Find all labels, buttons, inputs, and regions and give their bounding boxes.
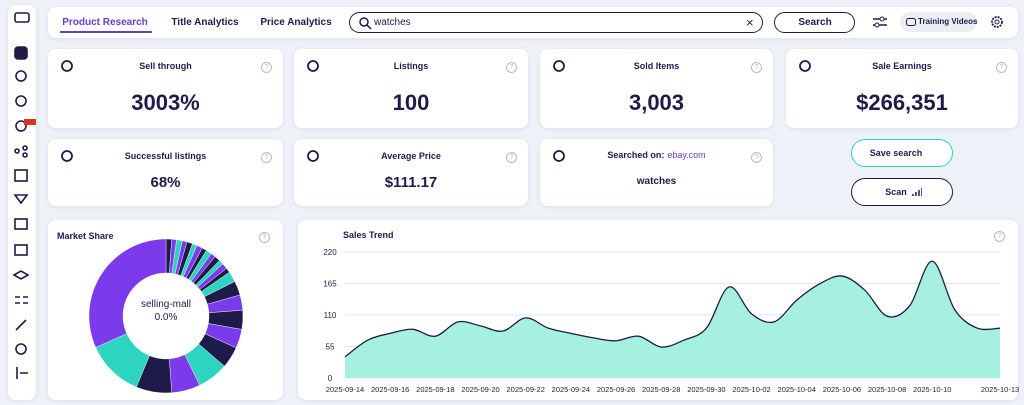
tab[interactable]: Title Analytics [171,17,239,28]
x-tick-label: 2025-09-18 [416,385,454,394]
save-search-button[interactable]: Save search [851,139,953,167]
center-value: 0.0% [155,312,178,323]
x-tick-label: 2025-10-06 [823,385,861,394]
x-tick-label: 2025-10-04 [778,385,816,394]
y-tick-label: 220 [323,248,337,257]
card-title: Sale Earnings [872,61,932,71]
tab-underline [60,31,152,33]
card-title-text: Searched on: [607,150,665,160]
y-tick-label: 110 [324,311,337,320]
x-tick-label: 2025-10-02 [732,385,770,394]
chart-title: Sales Trend [343,230,394,240]
tab[interactable]: Price Analytics [260,17,332,28]
card-value: watches [636,176,677,187]
save-search-label: Save search [869,148,923,158]
card-value: 3,003 [628,90,685,115]
stat-card: ? Listings 100 [294,49,528,128]
card-value: $266,351 [856,90,948,115]
y-tick-label: 55 [326,343,335,352]
y-tick-label: 0 [328,374,333,383]
card-title: Sell through [139,61,192,71]
stat-card: ? Average Price $111.17 [294,139,528,206]
card-icon [553,150,565,162]
sidebar-icons [12,12,38,379]
area-line [344,260,1001,358]
card-icon [799,60,811,72]
search-button-label: Search [798,17,832,28]
x-tick-label: 2025-09-24 [552,385,590,394]
help-icon[interactable]: ? [261,62,272,73]
help-icon[interactable]: ? [506,152,517,163]
video-icon [906,18,916,26]
x-tick-label: 2025-09-14 [326,385,364,394]
stat-card: ? Sell through 3003% [48,49,283,128]
settings-icon[interactable] [990,15,1004,29]
card-value: 68% [150,174,181,191]
x-tick-label: 2025-09-22 [507,385,545,394]
scan-button[interactable]: Scan [851,178,953,206]
card-icon [307,60,319,72]
help-icon[interactable]: ? [506,62,517,73]
help-icon[interactable]: ? [259,232,270,243]
card-icon [307,150,319,162]
stat-card: ? Successful listings 68% [48,139,283,206]
x-tick-label: 2025-10-08 [868,385,906,394]
center-label: selling-mall [141,299,191,310]
training-videos-button[interactable]: Training Videos [900,12,977,32]
chart-title: Market Share [57,231,114,241]
search-icon [359,17,372,30]
clear-icon[interactable]: × [746,15,754,30]
card-icon [61,60,73,72]
card-title: Searched on: ebay.com [607,150,705,160]
stat-card: ? Sold Items 3,003 [540,49,773,128]
x-tick-label: 2025-10-13 [981,385,1019,394]
search-box[interactable]: watches × [349,12,763,33]
x-tick-label: 2025-09-30 [687,385,725,394]
help-icon[interactable]: ? [751,152,762,163]
scan-label: Scan [885,187,907,197]
pie-slice [88,238,167,348]
tab-active[interactable]: Product Research [62,17,148,28]
help-icon[interactable]: ? [996,62,1007,73]
card-link[interactable]: ebay.com [667,150,706,160]
x-tick-label: 2025-09-26 [597,385,635,394]
x-tick-label: 2025-09-20 [461,385,499,394]
card-value: $111.17 [384,174,438,191]
card-value: 100 [392,90,430,115]
stat-card: ? Searched on: ebay.com watches [540,139,773,206]
card-title: Average Price [381,151,441,161]
card-icon [553,60,565,72]
stat-card: ? Sale Earnings $266,351 [786,49,1018,128]
signal-icon [912,188,922,196]
help-icon[interactable]: ? [994,231,1005,242]
sidebar [8,5,38,400]
help-icon[interactable]: ? [751,62,762,73]
x-tick-label: 2025-09-28 [642,385,680,394]
card-title: Listings [393,61,429,71]
search-button[interactable]: Search [774,12,855,33]
area-fill [345,261,1000,378]
card-icon [61,150,73,162]
y-tick-label: 165 [323,280,337,289]
card-value: 3003% [131,90,200,115]
search-query: watches [374,17,411,28]
training-videos-label: Training Videos [918,17,978,26]
card-title: Sold Items [633,61,680,71]
x-tick-label: 2025-09-16 [371,385,409,394]
filter-icon[interactable] [872,15,888,29]
help-icon[interactable]: ? [261,152,272,163]
x-tick-label: 2025-10-10 [913,385,951,394]
card-title: Successful listings [124,151,207,161]
